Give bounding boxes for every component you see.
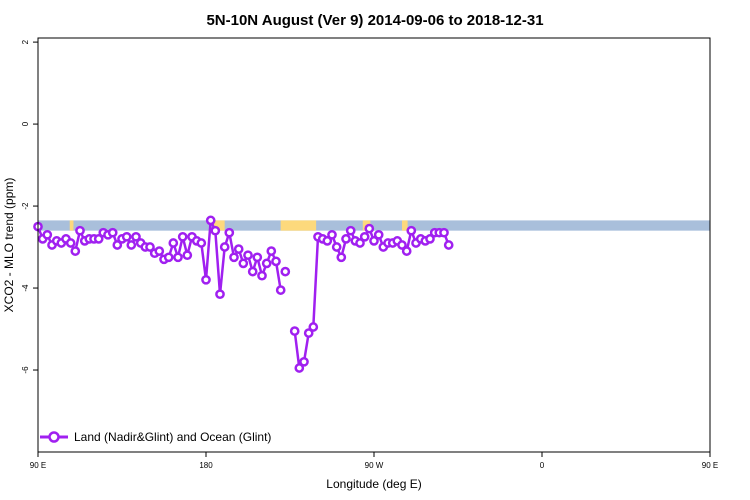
data-point — [210, 225, 221, 236]
data-point — [345, 225, 356, 236]
y-tick-label: 0 — [21, 121, 30, 126]
data-point — [70, 246, 81, 256]
x-tick-label: 0 — [540, 461, 545, 470]
data-point — [280, 266, 291, 277]
series-layer — [33, 215, 454, 373]
data-point — [182, 250, 193, 261]
data-point — [173, 252, 183, 263]
data-point — [294, 363, 305, 373]
data-point — [145, 242, 155, 252]
data-point — [299, 356, 309, 367]
data-point — [322, 236, 333, 246]
data-point — [233, 244, 244, 254]
data-point — [131, 231, 141, 242]
data-point — [65, 238, 76, 248]
data-point — [257, 270, 267, 281]
data-point — [373, 229, 384, 240]
x-axis-label: Longitude (deg E) — [326, 477, 421, 491]
data-point — [355, 238, 365, 248]
data-point — [126, 240, 137, 250]
data-point — [336, 252, 347, 263]
data-point — [238, 258, 249, 269]
data-point — [364, 223, 375, 234]
data-point — [331, 242, 342, 252]
legend-marker-swatch — [48, 431, 60, 443]
data-point — [425, 234, 435, 244]
data-point — [215, 289, 225, 300]
data-point — [121, 231, 132, 242]
data-point — [261, 258, 272, 269]
data-point — [201, 274, 211, 285]
legend-label: Land (Nadir&Glint) and Ocean (Glint) — [74, 430, 271, 444]
data-point — [252, 252, 263, 263]
x-tick-label: 90 E — [702, 461, 718, 470]
data-point — [439, 227, 449, 238]
data-point — [266, 246, 277, 256]
data-point — [93, 234, 104, 244]
y-axis-label: XCO2 - MLO trend (ppm) — [2, 178, 16, 313]
data-point — [154, 246, 165, 256]
data-point — [243, 250, 253, 261]
x-axis: 90 E 180 90 W 0 90 E — [30, 452, 718, 470]
data-point — [406, 225, 417, 236]
data-point — [224, 227, 235, 238]
data-point — [369, 236, 379, 246]
series-line-0-2 — [293, 227, 450, 370]
data-point — [196, 238, 207, 248]
chart-title: 5N-10N August (Ver 9) 2014-09-06 to 2018… — [206, 12, 543, 29]
land-segment-4 — [402, 220, 408, 231]
data-point — [359, 231, 370, 242]
data-point — [163, 252, 174, 263]
data-point — [112, 240, 123, 250]
y-tick-label: -6 — [21, 366, 30, 374]
data-point — [205, 215, 216, 226]
legend: Land (Nadir&Glint) and Ocean (Glint) — [40, 430, 271, 444]
data-point — [308, 322, 319, 332]
land-segment-1 — [213, 220, 225, 231]
data-point — [401, 246, 412, 256]
data-point — [107, 227, 118, 238]
data-point — [42, 229, 53, 240]
y-axis: 2 0 -2 -4 -6 — [21, 39, 38, 374]
data-point — [303, 328, 314, 338]
data-point — [397, 240, 407, 250]
y-tick-label: -2 — [21, 202, 30, 210]
y-tick-label: 2 — [21, 39, 30, 44]
data-point — [247, 266, 258, 277]
x-tick-label: 180 — [199, 461, 213, 470]
data-point — [327, 229, 337, 240]
data-point — [229, 252, 239, 263]
data-point — [168, 238, 179, 248]
data-point — [75, 225, 85, 236]
y-tick-label: -4 — [21, 284, 30, 292]
land-segment-0 — [69, 220, 74, 231]
x-tick-label: 90 W — [365, 461, 384, 470]
data-point — [341, 234, 351, 244]
land-segment-2 — [280, 220, 317, 231]
data-point — [219, 242, 230, 252]
data-point — [275, 285, 286, 295]
data-point — [271, 256, 281, 267]
data-point — [443, 240, 454, 250]
data-point — [177, 231, 188, 242]
data-point — [289, 326, 300, 336]
x-tick-label: 90 E — [30, 461, 46, 470]
ocean-band — [38, 220, 710, 231]
